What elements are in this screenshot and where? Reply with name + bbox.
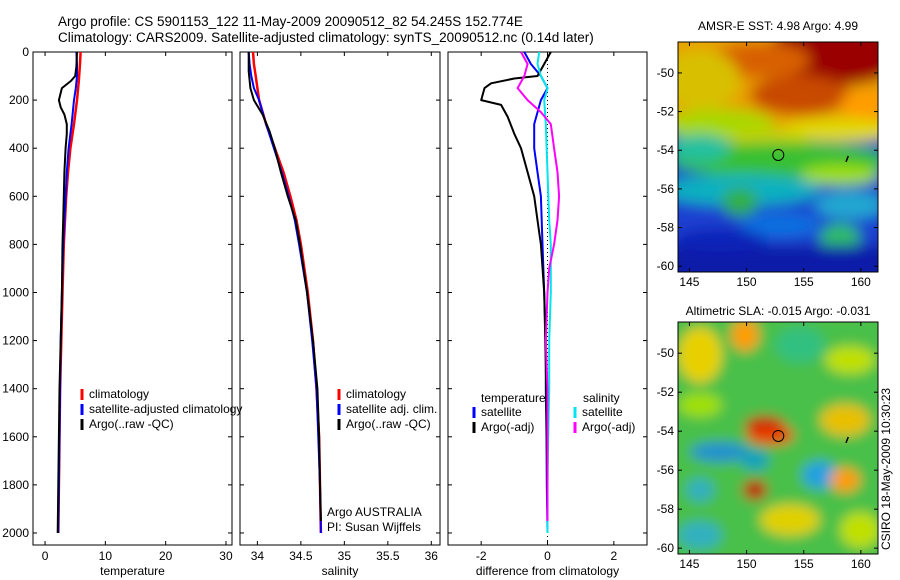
x-tick-label: 155 xyxy=(794,557,814,571)
x-tick-label: 155 xyxy=(794,275,814,289)
plot-frame xyxy=(239,51,441,546)
legend-header-temperature: temperature xyxy=(481,391,546,405)
sla-map-axes: 145 150 155 160 -50 -52 -54 -56 -58 -60 xyxy=(657,322,878,571)
y-tick-label: 1800 xyxy=(2,478,29,492)
y-tick-label: -52 xyxy=(657,105,675,119)
x-tick-label: 0 xyxy=(544,549,551,563)
x-tick-label: 30 xyxy=(219,549,233,563)
series-line-black xyxy=(247,52,322,522)
y-tick-label: 2000 xyxy=(2,526,29,540)
x-tick-label: 34.5 xyxy=(289,549,313,563)
x-tick-label: 150 xyxy=(737,275,757,289)
y-tick-label: -54 xyxy=(657,424,675,438)
y-tick-label: -60 xyxy=(657,259,675,273)
legend-label: satellite xyxy=(582,405,623,419)
sla-map-frame xyxy=(677,321,879,555)
trajectory-mark xyxy=(845,436,849,444)
x-tick-label: 34 xyxy=(251,549,265,563)
x-tick-label: 2 xyxy=(610,549,617,563)
x-tick-label: 150 xyxy=(737,557,757,571)
legend-label: Argo(..raw -QC) xyxy=(89,417,174,431)
sst-map-panel: AMSR-E SST: 4.98 Argo: 4.99 xyxy=(657,19,879,289)
y-tick-label: 1600 xyxy=(2,430,29,444)
legend-label: climatology xyxy=(89,387,149,401)
x-tick-label: 0 xyxy=(42,549,49,563)
annotation-argo-australia: Argo AUSTRALIA xyxy=(327,505,422,519)
y-tick-label: 1400 xyxy=(2,382,29,396)
y-tick-label: -50 xyxy=(657,346,675,360)
sla-heatmap-field xyxy=(678,322,878,554)
x-tick-label: 35.5 xyxy=(376,549,400,563)
y-tick-label: 0 xyxy=(22,45,29,59)
figure-title-line1: Argo profile: CS 5901153_122 11-May-2009… xyxy=(58,14,523,29)
y-tick-label: -56 xyxy=(657,182,675,196)
series-line-cyan xyxy=(536,51,552,533)
x-tick-label: 35 xyxy=(338,549,352,563)
legend-label: Argo(..raw -QC) xyxy=(346,417,431,431)
y-tick-label: -58 xyxy=(657,502,675,516)
y-tick-label: 1000 xyxy=(2,285,29,299)
y-tick-label: 400 xyxy=(9,141,29,155)
sla-map-title: Altimetric SLA: -0.015 Argo: -0.031 xyxy=(686,304,871,318)
legend-label: satellite adj. clim. xyxy=(346,402,437,416)
sst-heatmap-field xyxy=(678,42,878,272)
x-axis-label: temperature xyxy=(100,564,165,578)
legend-header-salinity: salinity xyxy=(583,391,620,405)
y-tick-label: 800 xyxy=(9,237,29,251)
sst-map-title: AMSR-E SST: 4.98 Argo: 4.99 xyxy=(698,19,858,33)
legend-label: Argo(-adj) xyxy=(481,420,534,434)
x-tick-label: 145 xyxy=(679,275,699,289)
y-tick-label: -58 xyxy=(657,221,675,235)
y-tick-label: 200 xyxy=(9,93,29,107)
y-tick-label: -52 xyxy=(657,385,675,399)
y-tick-label: -54 xyxy=(657,143,675,157)
legend-label: Argo(-adj) xyxy=(582,420,635,434)
side-timestamp-label: CSIRO 18-May-2009 10:30:23 xyxy=(879,388,893,550)
x-tick-label: 36 xyxy=(425,549,439,563)
argo-position-circle xyxy=(772,148,785,161)
y-tick-label: -60 xyxy=(657,541,675,555)
sla-argo-position-marker xyxy=(772,429,849,444)
legend-label: climatology xyxy=(346,387,406,401)
temperature-panel: 0 10 20 30 0 200 400 600 800 1000 1200 1400 1600 1800… xyxy=(2,45,242,578)
x-axis-label: difference from climatology xyxy=(476,564,619,578)
plot-frame xyxy=(32,51,233,546)
y-tick-label: -56 xyxy=(657,463,675,477)
legend-label: satellite-adjusted climatology xyxy=(89,402,242,416)
legend-label: satellite xyxy=(481,405,522,419)
sst-map-frame xyxy=(677,41,879,273)
x-tick-label: 160 xyxy=(851,557,871,571)
x-tick-label: 160 xyxy=(851,275,871,289)
series-line-magenta xyxy=(516,51,561,521)
x-tick-label: 20 xyxy=(159,549,173,563)
argo-position-circle xyxy=(772,429,785,442)
y-tick-label: 1200 xyxy=(2,334,29,348)
salinity-panel: 34 34.5 35 35.5 36 salinity climatologysatelli… xyxy=(239,51,441,578)
sst-map-axes: 145 150 155 160 -50 -52 -54 -56 -58 -60 xyxy=(657,42,878,289)
figure-title-line2: Climatology: CARS2009. Satellite-adjuste… xyxy=(58,30,594,45)
x-axis-label: salinity xyxy=(322,564,359,578)
sla-map-panel: Altimetric SLA: -0.015 Argo: -0.031 xyxy=(657,304,879,571)
series-line-red xyxy=(251,51,323,534)
y-tick-label: 600 xyxy=(9,189,29,203)
x-tick-label: 145 xyxy=(679,557,699,571)
x-tick-label: -2 xyxy=(476,549,487,563)
series-line-blue xyxy=(247,51,322,534)
sst-argo-position-marker xyxy=(772,148,849,163)
y-tick-label: -50 xyxy=(657,66,675,80)
x-tick-label: 10 xyxy=(99,549,113,563)
series-line-black xyxy=(56,51,78,534)
trajectory-mark xyxy=(845,155,849,163)
annotation-pi-name: PI: Susan Wijffels xyxy=(327,520,421,534)
series-line-black xyxy=(480,51,552,509)
